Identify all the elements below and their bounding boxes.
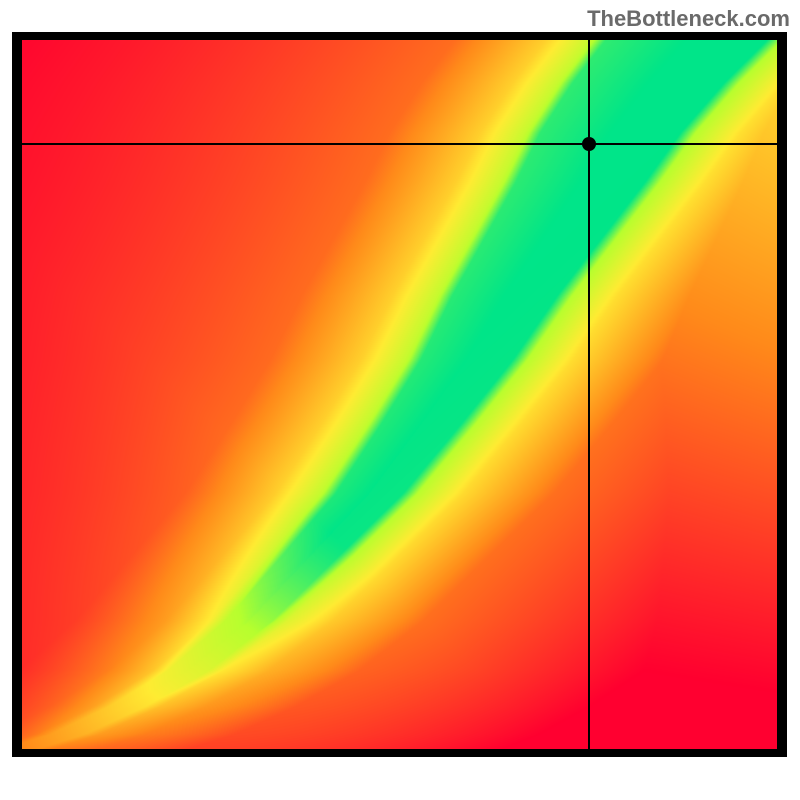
watermark-text: TheBottleneck.com — [587, 6, 790, 32]
crosshair-horizontal — [22, 143, 777, 145]
crosshair-marker — [582, 137, 596, 151]
heatmap-canvas — [22, 40, 777, 749]
bottleneck-heatmap — [12, 32, 787, 757]
